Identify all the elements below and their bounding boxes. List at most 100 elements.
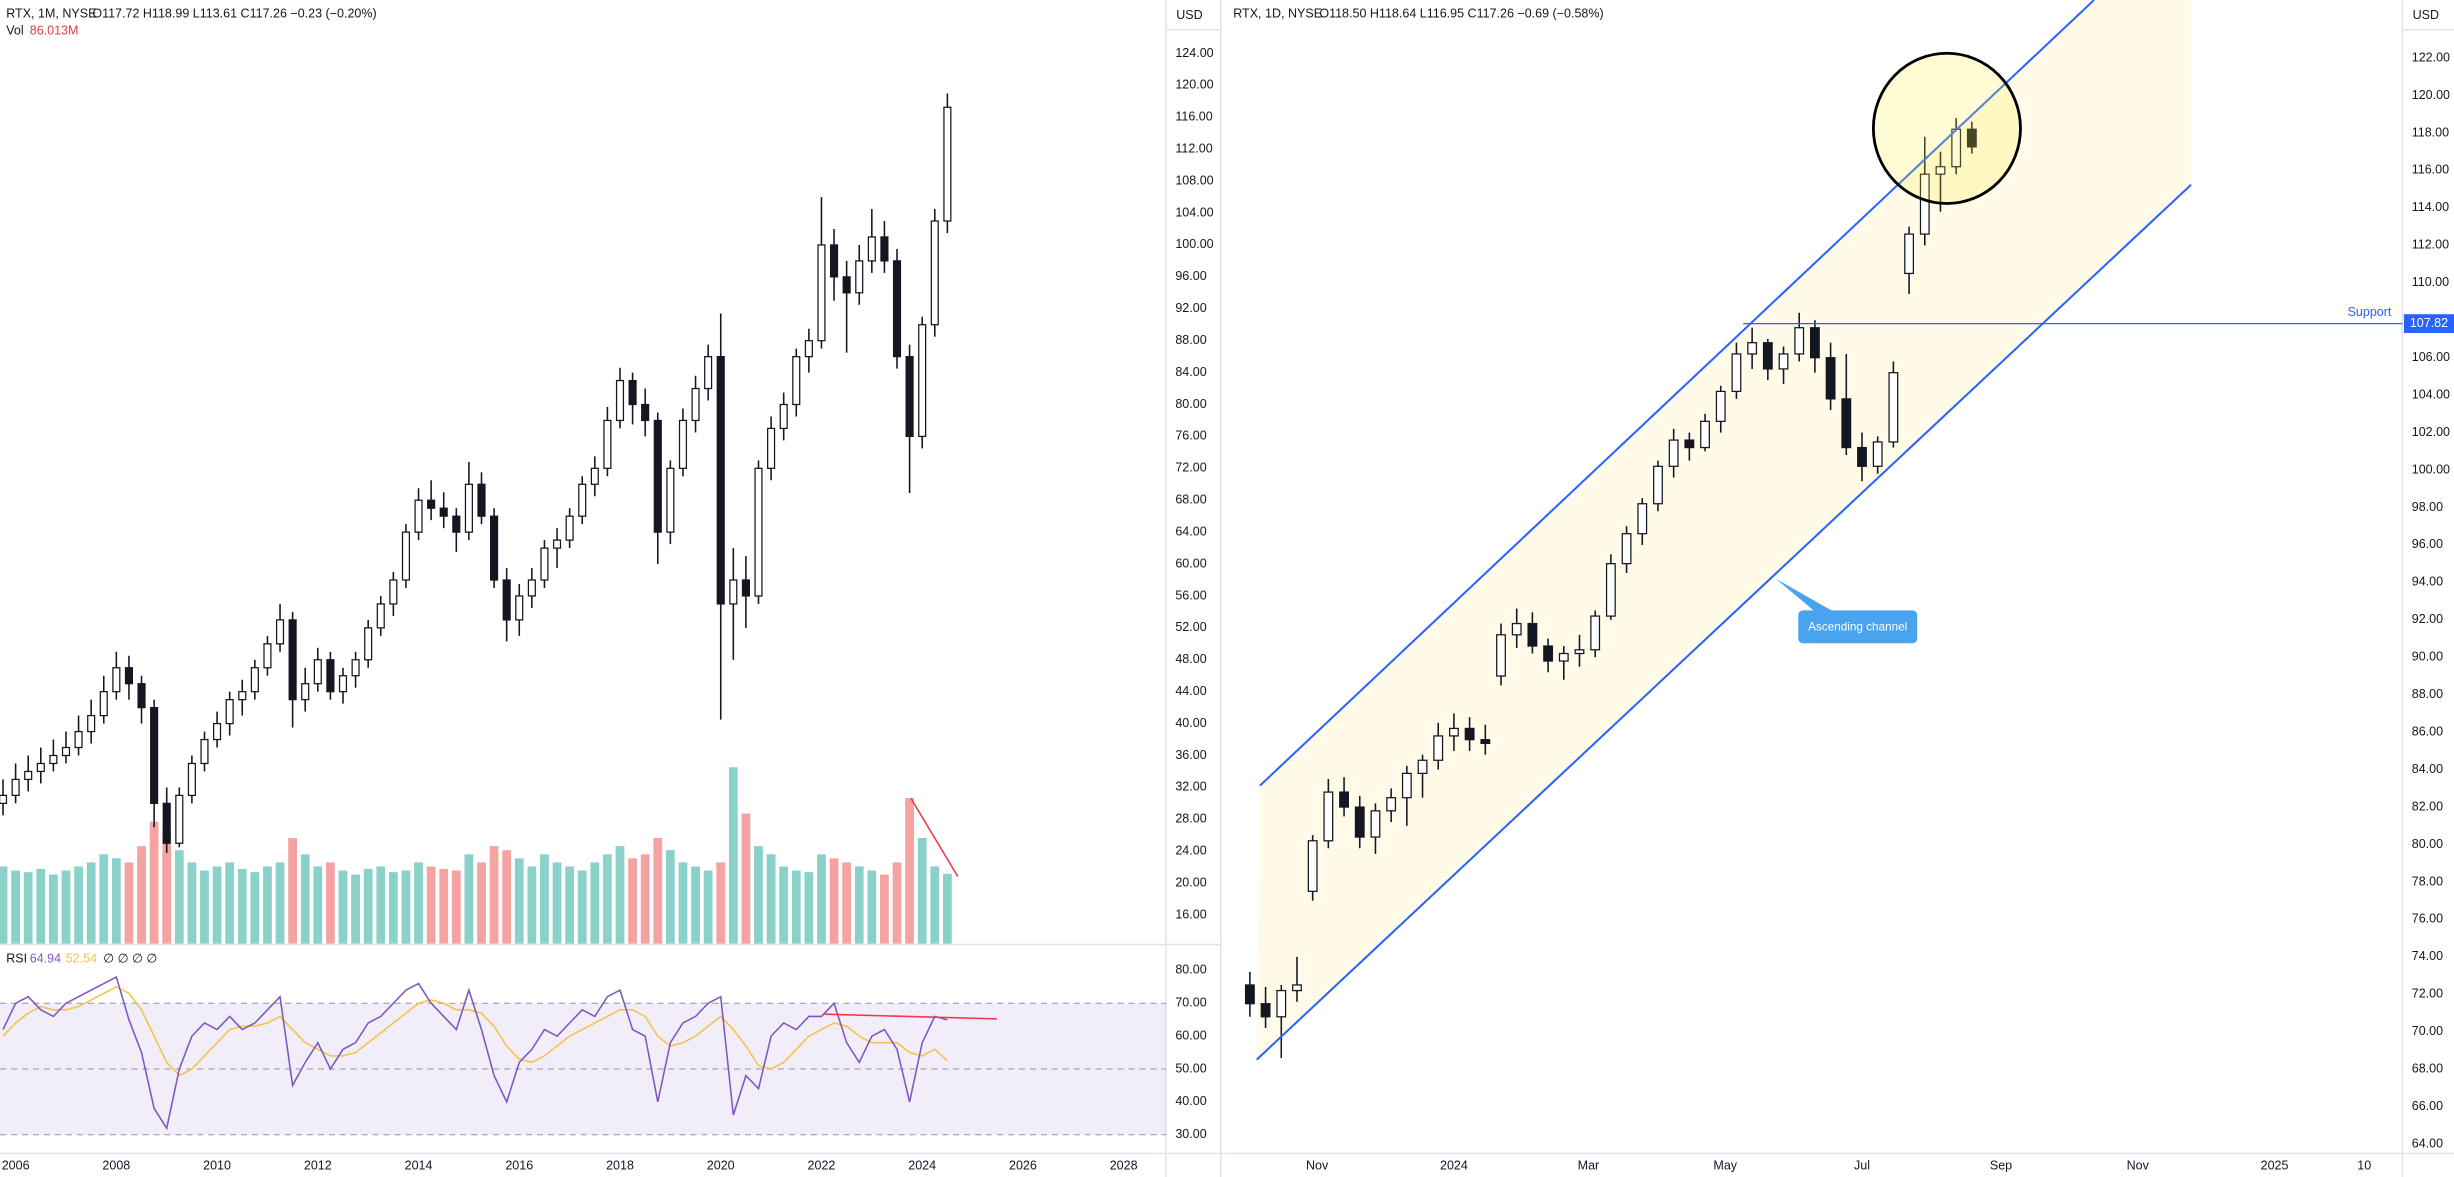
volume-bar <box>691 866 700 944</box>
volume-bar <box>61 870 71 944</box>
candle-body <box>326 659 335 693</box>
candle-body <box>590 467 599 485</box>
candle-body <box>1605 563 1616 617</box>
candle-body <box>880 236 889 262</box>
candle-body <box>1244 984 1255 1005</box>
candle-body <box>238 691 247 701</box>
y-tick-label: 104.00 <box>2412 387 2450 401</box>
x-tick-label: 2014 <box>405 1158 433 1172</box>
volume-bar <box>527 866 537 944</box>
candle-body <box>754 467 763 597</box>
volume-bar <box>187 862 197 944</box>
callout-pointer <box>1776 579 1835 612</box>
candle-body <box>1762 342 1773 370</box>
candle-body <box>1386 797 1397 812</box>
y-tick-label: 116.00 <box>2412 163 2449 177</box>
rsi-pane <box>0 975 1166 1136</box>
support-label: Support <box>2348 305 2392 319</box>
candle-body <box>427 499 436 509</box>
y-tick-label: 122.00 <box>2412 50 2450 64</box>
x-tick-label: 2010 <box>203 1158 231 1172</box>
candle-body <box>477 483 486 517</box>
y-tick-label: 64.00 <box>1175 524 1206 538</box>
x-tick-label: 2020 <box>707 1158 735 1172</box>
volume-bar <box>930 866 940 944</box>
volume-bar <box>817 854 826 944</box>
candle-body <box>490 515 499 581</box>
y-tick-label: 100.00 <box>1175 237 1213 251</box>
candle-body <box>338 675 348 693</box>
candle-body <box>150 707 159 804</box>
volume-bar <box>414 862 423 944</box>
y-tick-label: 74.00 <box>2412 949 2443 963</box>
candle-body <box>1417 759 1428 774</box>
y-tick-label: 96.00 <box>1175 269 1206 283</box>
candle-body <box>313 659 322 685</box>
y-tick-label: 40.00 <box>1175 1094 1206 1108</box>
candle-body <box>275 619 285 645</box>
candle-body <box>653 419 662 533</box>
volume-bar <box>86 862 96 944</box>
volume-bar <box>716 862 726 944</box>
rsi-ma-value: 52.54 <box>66 952 97 966</box>
y-tick-label: 124.00 <box>1175 46 1213 60</box>
y-tick-label: 106.00 <box>2412 350 2450 364</box>
volume-bar <box>754 846 763 944</box>
candle-body <box>641 403 650 422</box>
candle-body <box>804 340 813 358</box>
x-tick-label: 2018 <box>606 1158 634 1172</box>
candle-body <box>213 722 222 741</box>
y-tick-label: 44.00 <box>1175 684 1206 698</box>
candle-body <box>867 236 876 262</box>
y-tick-label: 86.00 <box>2412 724 2443 738</box>
candle-body <box>1653 465 1663 505</box>
volume-bar <box>880 874 889 944</box>
candle-body <box>0 794 8 804</box>
volume-bar <box>275 862 285 944</box>
x-tick-label: 2008 <box>102 1158 130 1172</box>
candle-body <box>1731 353 1742 393</box>
candle-body <box>603 419 612 469</box>
y-tick-label: 80.00 <box>1175 397 1206 411</box>
volume-bar <box>779 866 789 944</box>
y-tick-label: 88.00 <box>1175 333 1206 347</box>
y-tick-label: 56.00 <box>1175 588 1206 602</box>
y-tick-label: 32.00 <box>1175 780 1206 794</box>
volume-bar <box>250 872 260 944</box>
candle-body <box>565 515 574 541</box>
candle-body <box>175 794 184 844</box>
volume-bar <box>376 866 386 944</box>
candle-body <box>943 106 952 222</box>
x-tick-label: 2024 <box>908 1158 936 1172</box>
volume-bar <box>401 870 411 944</box>
volume-bar <box>49 874 58 944</box>
rsi-title: RSI <box>6 952 27 966</box>
volume-bar <box>892 862 902 944</box>
volume-bar <box>338 870 348 944</box>
candle-body <box>1527 622 1538 647</box>
candle-body <box>527 579 536 597</box>
candle-body <box>376 603 385 629</box>
x-tick-label: 2006 <box>2 1158 30 1172</box>
y-tick-label: 118.00 <box>2412 125 2449 139</box>
y-tick-label: 36.00 <box>1175 748 1206 762</box>
candle-body <box>401 531 411 581</box>
y-tick-label: 20.00 <box>1175 875 1206 889</box>
y-tick-label: 98.00 <box>2412 500 2443 514</box>
volume-bar <box>174 850 184 944</box>
candle-body <box>1558 652 1569 662</box>
candle-body <box>1747 342 1758 355</box>
candle-body <box>552 539 562 549</box>
volume-bar <box>363 868 373 944</box>
volume-bar <box>603 854 612 944</box>
rsi-extra: ∅ ∅ ∅ ∅ <box>103 952 157 966</box>
candle-body <box>1919 173 1930 235</box>
candle-body <box>200 738 209 765</box>
volume-bar <box>0 866 8 944</box>
candle-body <box>61 746 71 757</box>
candle-body <box>1590 615 1601 651</box>
y-tick-label: 88.00 <box>2412 687 2443 701</box>
price-pane-right <box>1244 0 2192 1060</box>
y-tick-label: 84.00 <box>2412 762 2443 776</box>
